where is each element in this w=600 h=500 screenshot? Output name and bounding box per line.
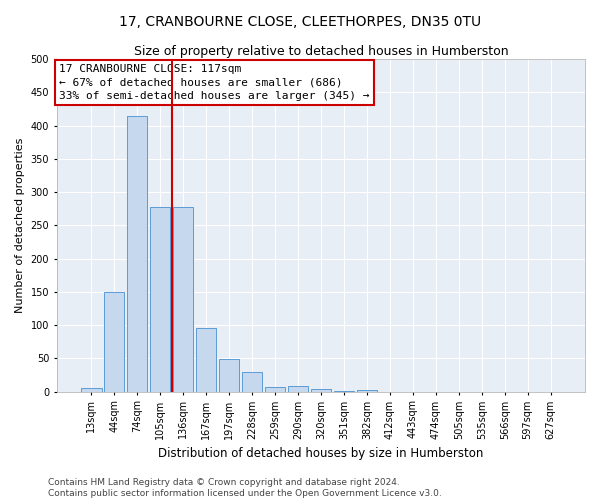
Text: 17 CRANBOURNE CLOSE: 117sqm
← 67% of detached houses are smaller (686)
33% of se: 17 CRANBOURNE CLOSE: 117sqm ← 67% of det… — [59, 64, 370, 100]
Bar — [265, 387, 285, 392]
Bar — [334, 391, 354, 392]
Bar — [218, 359, 239, 392]
X-axis label: Distribution of detached houses by size in Humberston: Distribution of detached houses by size … — [158, 447, 484, 460]
Bar — [242, 372, 262, 392]
Bar — [196, 328, 217, 392]
Bar — [173, 207, 193, 392]
Y-axis label: Number of detached properties: Number of detached properties — [15, 138, 25, 313]
Bar — [104, 292, 124, 392]
Title: Size of property relative to detached houses in Humberston: Size of property relative to detached ho… — [134, 45, 508, 58]
Bar — [356, 390, 377, 392]
Bar — [311, 389, 331, 392]
Bar — [81, 388, 101, 392]
Bar — [287, 386, 308, 392]
Text: 17, CRANBOURNE CLOSE, CLEETHORPES, DN35 0TU: 17, CRANBOURNE CLOSE, CLEETHORPES, DN35 … — [119, 15, 481, 29]
Text: Contains HM Land Registry data © Crown copyright and database right 2024.
Contai: Contains HM Land Registry data © Crown c… — [48, 478, 442, 498]
Bar — [150, 207, 170, 392]
Bar — [127, 116, 148, 392]
